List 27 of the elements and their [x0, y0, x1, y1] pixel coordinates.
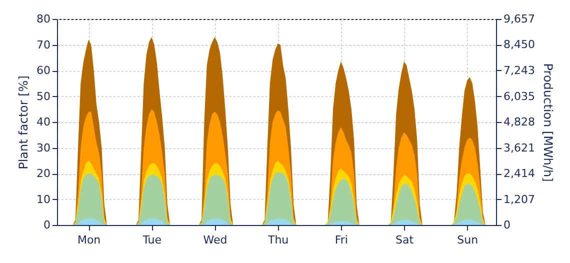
y2-tick-label: 9,657 [504, 12, 535, 26]
y2-tick-label: 8,450 [504, 38, 535, 52]
y2-tick-label: 4,828 [504, 116, 535, 129]
y2-axis-title: Production [MWh/h] [540, 63, 555, 182]
y-tick-label: 20 [36, 167, 50, 180]
y2-tick-label: 7,243 [504, 64, 535, 77]
y-tick-label: 0 [44, 218, 50, 232]
y2-tick-label: 3,621 [504, 141, 535, 154]
x-tick-label: Sat [395, 234, 414, 246]
x-tick-label: Sun [457, 234, 478, 246]
y2-tick-label: 2,414 [504, 167, 535, 180]
y-tick-label: 70 [36, 38, 50, 52]
y-tick-label: 60 [36, 64, 50, 77]
x-tick-label: Tue [142, 234, 162, 246]
y-tick-label: 30 [36, 141, 50, 154]
y-axis-title: Plant factor [%] [16, 76, 31, 170]
y-tick-label: 40 [36, 116, 50, 128]
y-tick-label: 80 [36, 12, 50, 26]
y-tick-label: 10 [36, 192, 50, 206]
x-tick-label: Wed [203, 234, 228, 246]
x-tick-label: Thu [266, 234, 289, 246]
x-tick-label: Mon [77, 234, 101, 246]
x-tick-label: Fri [334, 234, 348, 246]
y2-tick-label: 6,035 [504, 90, 535, 103]
y-tick-label: 50 [36, 90, 50, 103]
y2-tick-label: 0 [504, 218, 510, 232]
y2-tick-label: 1,207 [504, 192, 535, 206]
